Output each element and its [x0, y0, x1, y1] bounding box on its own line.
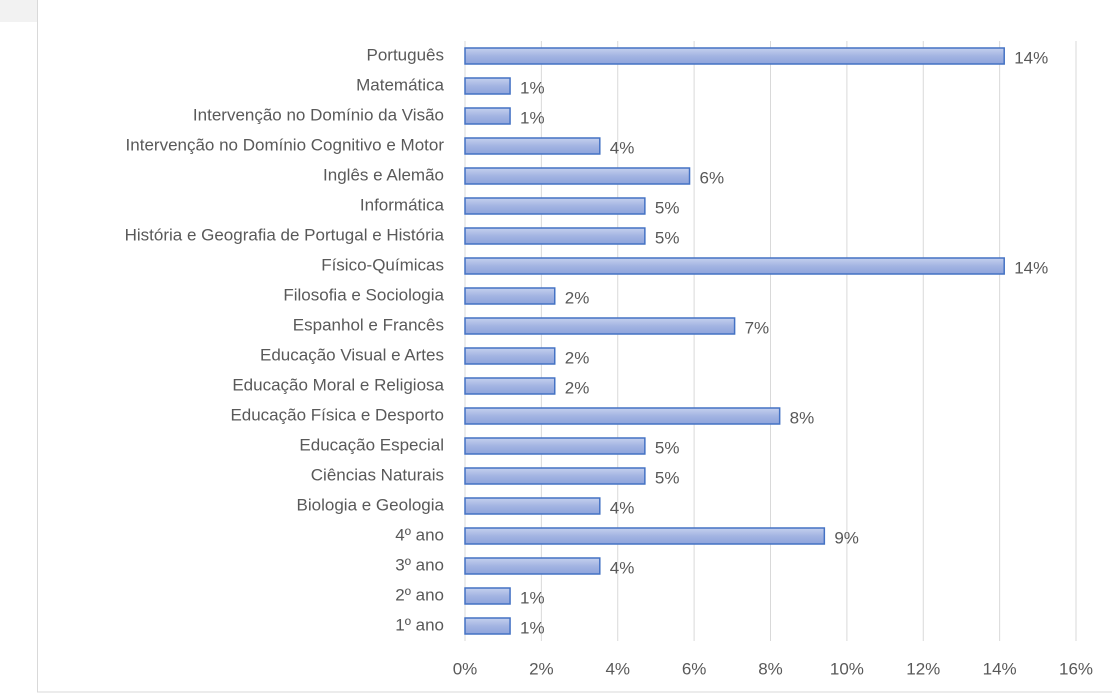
- bar: [464, 317, 736, 335]
- x-tick-label: 14%: [983, 659, 1017, 678]
- y-tick-label: Educação Visual e Artes: [260, 345, 444, 364]
- bar: [464, 377, 556, 395]
- x-tick-label: 10%: [830, 659, 864, 678]
- y-tick-label: Intervenção no Domínio da Visão: [193, 105, 444, 124]
- data-label: 6%: [700, 168, 725, 187]
- bar: [464, 77, 511, 95]
- data-label: 4%: [610, 138, 635, 157]
- chart-frame: [37, 0, 1112, 693]
- bar: [464, 287, 556, 305]
- x-tick-label: 0%: [453, 659, 478, 678]
- x-tick-label: 2%: [529, 659, 554, 678]
- data-label: 2%: [565, 378, 590, 397]
- data-label: 9%: [834, 528, 859, 547]
- y-tick-label: Filosofia e Sociologia: [283, 285, 444, 304]
- bar: [464, 137, 601, 155]
- data-label: 1%: [520, 78, 545, 97]
- x-tick-label: 12%: [906, 659, 940, 678]
- bar: [464, 467, 646, 485]
- y-tick-label: 2º ano: [395, 585, 444, 604]
- x-tick-label: 8%: [758, 659, 783, 678]
- data-label: 4%: [610, 558, 635, 577]
- y-tick-label: Informática: [360, 195, 445, 214]
- bar: [464, 407, 781, 425]
- data-label: 2%: [565, 288, 590, 307]
- data-label: 1%: [520, 618, 545, 637]
- data-label: 5%: [655, 438, 680, 457]
- y-tick-label: Inglês e Alemão: [323, 165, 444, 184]
- y-tick-label: 3º ano: [395, 555, 444, 574]
- y-tick-label: Biologia e Geologia: [297, 495, 445, 514]
- data-label: 14%: [1014, 258, 1048, 277]
- x-tick-label: 4%: [605, 659, 630, 678]
- y-tick-label: Ciências Naturais: [311, 465, 444, 484]
- y-tick-label: Educação Moral e Religiosa: [232, 375, 444, 394]
- data-label: 14%: [1014, 48, 1048, 67]
- y-tick-label: História e Geografia de Portugal e Histó…: [125, 225, 445, 244]
- y-tick-label: 1º ano: [395, 615, 444, 634]
- data-label: 5%: [655, 198, 680, 217]
- x-tick-label: 6%: [682, 659, 707, 678]
- bar: [464, 527, 826, 545]
- y-tick-label: Matemática: [356, 75, 444, 94]
- bar: [464, 587, 511, 605]
- data-label: 5%: [655, 468, 680, 487]
- y-tick-label: Educação Especial: [299, 435, 444, 454]
- y-tick-label: Português: [367, 45, 445, 64]
- x-tick-label: 16%: [1059, 659, 1093, 678]
- data-label: 1%: [520, 588, 545, 607]
- y-tick-label: Espanhol e Francês: [293, 315, 444, 334]
- bar: [464, 227, 646, 245]
- data-label: 5%: [655, 228, 680, 247]
- bar: [464, 47, 1005, 65]
- bar: [464, 257, 1005, 275]
- bar: [464, 557, 601, 575]
- bar: [464, 197, 646, 215]
- data-label: 7%: [745, 318, 770, 337]
- bar: [464, 347, 556, 365]
- data-label: 8%: [790, 408, 815, 427]
- bar: [464, 497, 601, 515]
- y-tick-label: Físico-Químicas: [321, 255, 444, 274]
- y-tick-label: Educação Física e Desporto: [230, 405, 444, 424]
- bar: [464, 617, 511, 635]
- data-label: 4%: [610, 498, 635, 517]
- y-tick-label: Intervenção no Domínio Cognitivo e Motor: [126, 135, 445, 154]
- y-tick-label: 4º ano: [395, 525, 444, 544]
- bar: [464, 107, 511, 125]
- data-label: 1%: [520, 108, 545, 127]
- bar: [464, 167, 691, 185]
- bar: [464, 437, 646, 455]
- corner: [0, 0, 37, 22]
- data-label: 2%: [565, 348, 590, 367]
